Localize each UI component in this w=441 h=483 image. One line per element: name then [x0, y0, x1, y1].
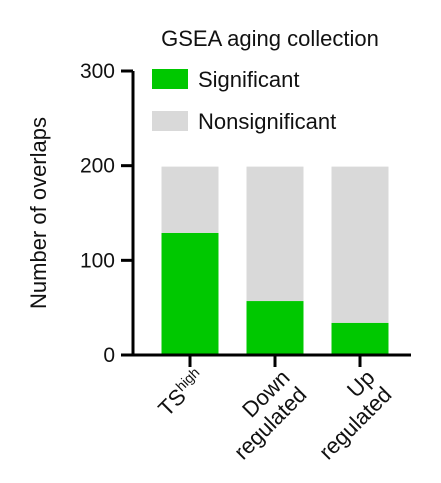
bar-nonsignificant-0 [161, 166, 219, 233]
y-tick-label: 200 [80, 155, 115, 178]
bar-significant-0 [161, 232, 219, 355]
y-tick-label: 100 [80, 249, 115, 272]
legend-label-nonsignificant: Nonsignificant [198, 109, 336, 134]
legend-swatch-nonsignificant [152, 111, 188, 131]
y-axis-label: Number of overlaps [26, 117, 51, 309]
bars [161, 166, 389, 355]
y-axis-ticks: 0 100 200 300 [80, 60, 133, 367]
y-tick-label: 300 [80, 60, 115, 83]
legend-swatch-significant [152, 69, 188, 89]
bar-nonsignificant-1 [246, 166, 304, 302]
bar-significant-1 [246, 301, 304, 355]
y-tick-label: 0 [103, 344, 115, 367]
legend: Significant Nonsignificant [152, 67, 336, 134]
x-tick-label-group: TShigh [153, 364, 210, 421]
bar-significant-2 [331, 322, 389, 355]
legend-label-significant: Significant [198, 67, 300, 92]
x-tick-label: TShigh [153, 364, 210, 421]
bar-nonsignificant-2 [331, 166, 389, 323]
chart-title: GSEA aging collection [161, 26, 379, 51]
